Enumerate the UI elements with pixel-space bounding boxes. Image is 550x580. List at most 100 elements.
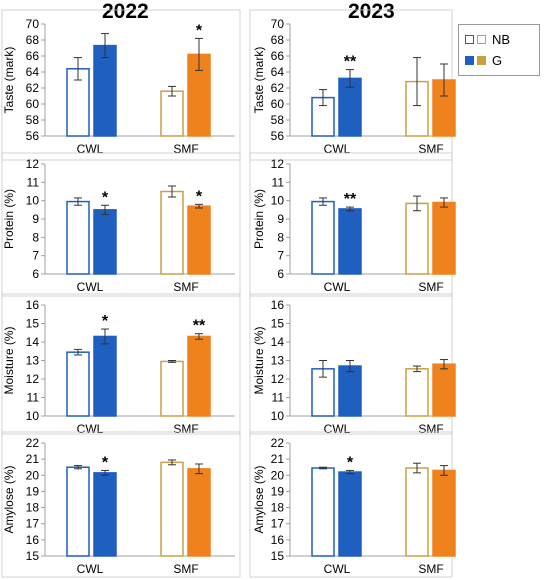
protein-2022-tick-label: 10 [26, 194, 40, 208]
protein-2023-tick-label: 8 [277, 230, 284, 244]
protein-2022-bar-smf-nb [160, 190, 184, 275]
legend-label-g: G [492, 52, 503, 68]
protein-2022-bar-cwl-g [93, 209, 117, 275]
taste-2022-bar-smf-nb [160, 90, 184, 137]
moisture-2023-tick-label: 16 [271, 298, 285, 312]
moisture-2022-tick-label: 12 [26, 372, 40, 386]
amylose-2022-y-label: Amylose (%) [2, 465, 16, 533]
amylose-2022-tick-label: 21 [26, 452, 40, 466]
taste-2022-tick-label: 64 [26, 65, 40, 79]
protein-2022-significance-mark: * [102, 189, 109, 206]
taste-2023-tick-label: 66 [271, 49, 285, 63]
moisture-2022-tick-label: 13 [26, 354, 40, 368]
taste-2022-category-label-smf: SMF [173, 142, 198, 156]
taste-2023-tick-label: 60 [271, 97, 285, 111]
protein-2022-y-label: Protein (%) [2, 189, 16, 249]
taste-2022-bar-cwl-g [93, 44, 117, 137]
protein-2023-tick-label: 7 [277, 249, 284, 263]
moisture-2023-category-label-smf: SMF [418, 422, 443, 436]
taste-2023-significance-mark: ** [344, 54, 357, 71]
protein-2023-category-label-cwl: CWL [324, 280, 351, 294]
taste-2023-category-label-smf: SMF [418, 142, 443, 156]
taste-2023-tick-label: 56 [271, 129, 285, 143]
moisture-2022-tick-label: 10 [26, 409, 40, 423]
taste-2022-tick-label: 58 [26, 113, 40, 127]
amylose-2023-bar-smf-g [432, 469, 456, 557]
protein-2023-bar-smf-g [432, 201, 456, 275]
protein-2023-tick-label: 12 [271, 157, 285, 171]
amylose-2023-significance-mark: * [347, 454, 354, 471]
protein-2022-category-label-cwl: CWL [77, 280, 104, 294]
protein-2022-bar-smf-g [187, 205, 211, 275]
protein-2023-bar-cwl-nb [311, 200, 335, 275]
amylose-2023-tick-label: 15 [271, 549, 285, 563]
amylose-2023-category-label-smf: SMF [418, 562, 443, 576]
amylose-2022-bar-smf-nb [160, 461, 184, 557]
taste-2022-tick-label: 56 [26, 129, 40, 143]
moisture-2023-tick-label: 10 [271, 409, 285, 423]
legend-swatch-nb [465, 34, 474, 44]
taste-2023-tick-label: 70 [271, 17, 285, 31]
protein-2023-tick-label: 11 [272, 175, 285, 189]
legend-swatch-g-smf [477, 55, 486, 65]
amylose-2022-tick-label: 22 [26, 436, 40, 450]
moisture-2022-significance-mark: * [102, 313, 109, 330]
protein-2022-tick-label: 6 [32, 267, 39, 281]
amylose-2023-y-label: Amylose (%) [252, 465, 266, 533]
amylose-2022-bar-cwl-nb [66, 466, 90, 557]
amylose-2023-tick-label: 20 [271, 468, 285, 482]
moisture-2023-tick-label: 12 [271, 372, 285, 386]
taste-2022-tick-label: 66 [26, 49, 40, 63]
amylose-2023-tick-label: 22 [271, 436, 285, 450]
taste-2022-panel-frame [1, 9, 241, 161]
moisture-2023-y-label: Moisture (%) [252, 326, 266, 394]
taste-2023-tick-label: 64 [271, 65, 285, 79]
taste-2023-tick-label: 62 [271, 81, 285, 95]
moisture-2022-panel-frame [1, 293, 241, 435]
amylose-2022-tick-label: 15 [26, 549, 40, 563]
moisture-2023-tick-label: 15 [271, 317, 285, 331]
amylose-2022-bar-smf-g [187, 468, 211, 557]
protein-2023-tick-label: 10 [271, 194, 285, 208]
amylose-2023-tick-label: 19 [271, 484, 285, 498]
moisture-2023-tick-label: 13 [271, 354, 285, 368]
protein-2023-bar-smf-nb [405, 202, 429, 275]
moisture-2022-category-label-cwl: CWL [77, 422, 104, 436]
moisture-2022-tick-label: 14 [26, 335, 40, 349]
protein-2022-tick-label: 7 [32, 249, 39, 263]
moisture-2022-category-label-smf: SMF [173, 422, 198, 436]
amylose-2023-tick-label: 16 [271, 533, 285, 547]
protein-2022-tick-label: 8 [32, 230, 39, 244]
legend: NB G [458, 24, 540, 76]
amylose-2023-tick-label: 21 [271, 452, 285, 466]
protein-2023-category-label-smf: SMF [418, 280, 443, 294]
taste-2023-tick-label: 68 [271, 33, 285, 47]
moisture-2022-bar-cwl-nb [66, 351, 90, 417]
legend-item-g: G [465, 51, 502, 69]
moisture-2023-bar-smf-g [432, 363, 456, 417]
legend-swatch-g [465, 55, 474, 65]
moisture-2022-tick-label: 15 [26, 317, 40, 331]
moisture-2023-tick-label: 14 [271, 335, 285, 349]
moisture-2022-tick-label: 16 [26, 298, 40, 312]
protein-2023-bar-cwl-g [338, 208, 362, 275]
moisture-2022-significance-mark: ** [193, 318, 206, 335]
moisture-2022-bar-smf-nb [160, 360, 184, 417]
taste-2023-tick-label: 58 [271, 113, 285, 127]
taste-2022-tick-label: 60 [26, 97, 40, 111]
moisture-2023-category-label-cwl: CWL [324, 422, 351, 436]
amylose-2023-category-label-cwl: CWL [324, 562, 351, 576]
protein-2023-tick-label: 9 [277, 212, 284, 226]
amylose-2022-tick-label: 16 [26, 533, 40, 547]
protein-2022-tick-label: 11 [27, 175, 40, 189]
legend-item-nb: NB [465, 30, 510, 48]
year-title-2023: 2023 [348, 0, 395, 23]
legend-swatch-nb-smf [477, 34, 486, 44]
protein-2022-tick-label: 12 [26, 157, 40, 171]
taste-2023-category-label-cwl: CWL [324, 142, 351, 156]
moisture-2022-bar-cwl-g [93, 335, 117, 417]
protein-2023-tick-label: 6 [277, 267, 284, 281]
protein-2022-tick-label: 9 [32, 212, 39, 226]
amylose-2022-category-label-cwl: CWL [77, 562, 104, 576]
